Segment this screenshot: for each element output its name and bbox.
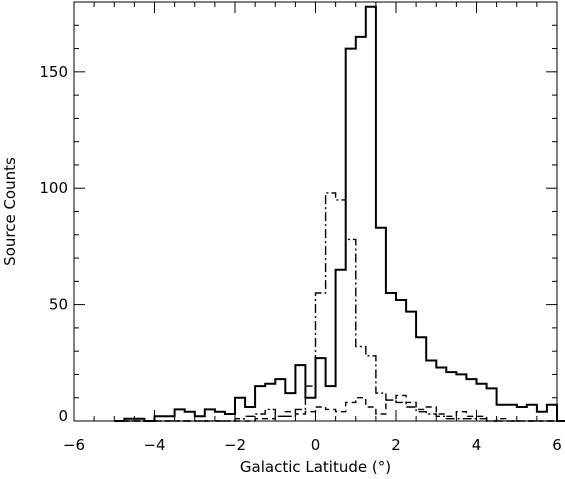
x-tick-label: −6 bbox=[63, 436, 85, 454]
y-tick-label: 100 bbox=[39, 179, 68, 197]
x-tick-label: −4 bbox=[143, 436, 165, 454]
x-tick-label: −2 bbox=[224, 436, 246, 454]
y-tick-label: 0 bbox=[58, 407, 68, 425]
y-tick-label: 50 bbox=[49, 296, 68, 314]
x-tick-label: 0 bbox=[311, 436, 321, 454]
x-axis-label: Galactic Latitude (°) bbox=[240, 458, 391, 476]
x-tick-label: 4 bbox=[472, 436, 482, 454]
series-group bbox=[114, 5, 565, 422]
x-tick-label: 6 bbox=[552, 436, 562, 454]
y-axis-label: Source Counts bbox=[1, 157, 19, 266]
x-axis: −6 −4 −2 0 2 4 6 bbox=[63, 2, 562, 454]
series-line-dashdot bbox=[114, 192, 565, 422]
series-line-solid bbox=[114, 5, 565, 422]
x-tick-label: 2 bbox=[391, 436, 401, 454]
y-tick-label: 150 bbox=[39, 63, 68, 81]
y-axis: 0 50 100 150 bbox=[39, 1, 557, 425]
